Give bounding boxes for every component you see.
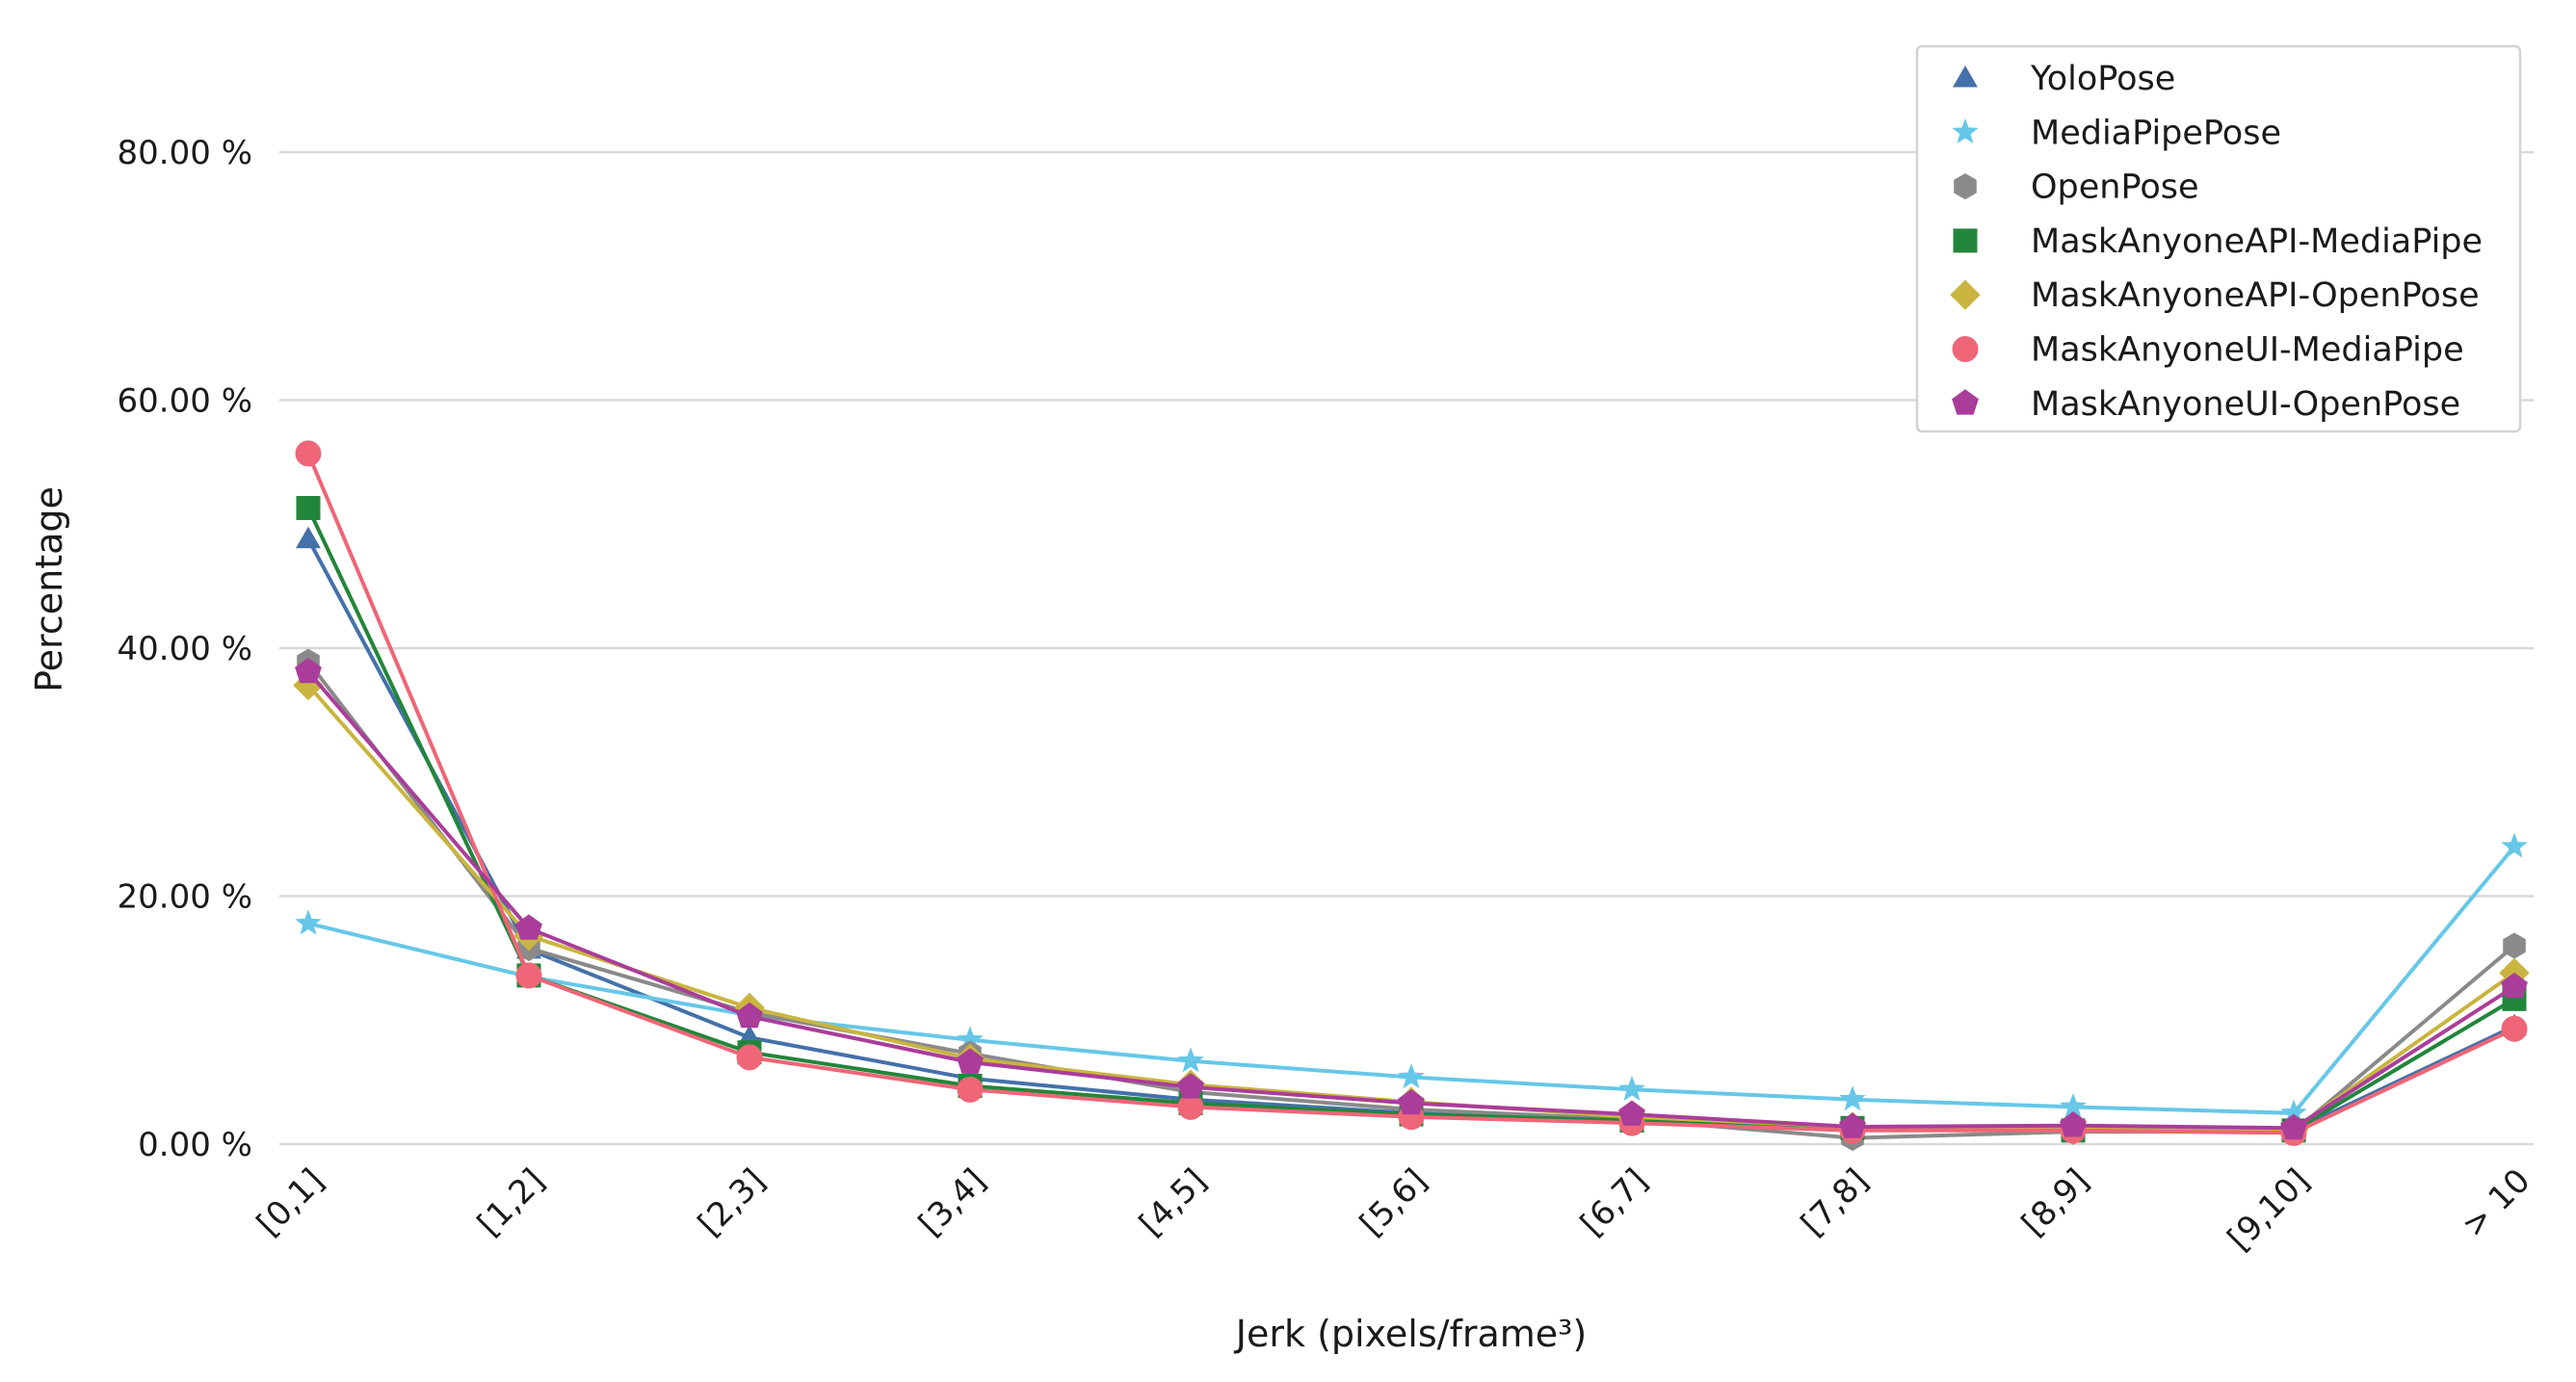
legend-label: MaskAnyoneAPI-MediaPipe xyxy=(2031,222,2483,261)
data-point-maskanyoneapi-mediapipe xyxy=(296,496,321,521)
data-point-maskanyoneui-openpose xyxy=(736,1002,763,1029)
data-point-maskanyoneui-openpose xyxy=(2280,1113,2307,1140)
x-tick-label: [8,9] xyxy=(2014,1161,2096,1243)
x-tick-label: [0,1] xyxy=(250,1161,331,1243)
legend-frame xyxy=(1915,44,2522,433)
data-point-maskanyoneui-openpose xyxy=(1177,1073,1204,1099)
data-point-maskanyoneui-openpose xyxy=(957,1048,984,1074)
series-yolopose xyxy=(296,526,2527,1140)
x-tick-label: [6,7] xyxy=(1573,1161,1655,1243)
legend: YoloPose MediaPipePose OpenPose MaskAnyoneA… xyxy=(1915,44,2522,433)
series-line-maskanyoneui-openpose xyxy=(306,670,2516,1131)
legend-item-maskanyoneapi-openpose: MaskAnyoneAPI-OpenPose xyxy=(1950,276,2480,315)
legend-label: MaskAnyoneUI-OpenPose xyxy=(2031,385,2460,424)
data-point-mediapipepose xyxy=(1839,1085,1866,1111)
y-tick-label: 80.00 % xyxy=(118,134,252,172)
legend-item-maskanyoneapi-mediapipe: MaskAnyoneAPI-MediaPipe xyxy=(1953,222,2483,261)
legend-marker-maskanyoneui-openpose xyxy=(1952,389,1979,415)
legend-label: OpenPose xyxy=(2031,169,2199,207)
legend-marker-yolopose xyxy=(1953,65,1978,88)
legend-item-mediapipepose: MediaPipePose xyxy=(1952,114,2281,152)
x-tick-label: [4,5] xyxy=(1132,1161,1214,1243)
data-point-maskanyoneui-mediapipe xyxy=(515,962,542,989)
data-point-maskanyoneui-mediapipe xyxy=(957,1076,984,1103)
legend-marker-openpose xyxy=(1954,173,1977,200)
legend-marker-maskanyoneui-mediapipe xyxy=(1952,336,1979,362)
x-tick-label: [3,4] xyxy=(911,1161,993,1243)
x-axis-title: Jerk (pixels/frame³) xyxy=(1234,1313,1587,1355)
legend-label: MediaPipePose xyxy=(2031,114,2281,152)
y-tick-label: 60.00 % xyxy=(118,382,252,421)
data-point-yolopose xyxy=(296,526,321,549)
x-axis-ticks: [0,1] [1,2] [2,3] [3,4] [4,5] [5,6] [6,7] [7,8]… xyxy=(250,1161,2537,1259)
x-tick-label: [7,8] xyxy=(1794,1161,1876,1243)
legend-label: MaskAnyoneUI-MediaPipe xyxy=(2031,331,2464,370)
series-group xyxy=(293,440,2530,1152)
legend-label: YoloPose xyxy=(2030,60,2175,98)
series-line-maskanyoneapi-openpose xyxy=(306,684,2516,1132)
y-tick-label: 20.00 % xyxy=(118,878,252,917)
data-point-mediapipepose xyxy=(295,909,322,935)
legend-item-maskanyoneui-openpose: MaskAnyoneUI-OpenPose xyxy=(1952,385,2460,424)
data-point-mediapipepose xyxy=(2501,832,2528,858)
data-point-maskanyoneui-mediapipe xyxy=(2501,1015,2528,1042)
x-tick-label: [1,2] xyxy=(470,1161,552,1243)
series-maskanyoneui-mediapipe xyxy=(295,440,2528,1146)
legend-item-yolopose: YoloPose xyxy=(1953,60,2175,98)
data-point-maskanyoneui-openpose xyxy=(515,914,542,940)
y-tick-label: 40.00 % xyxy=(118,630,252,668)
data-point-mediapipepose xyxy=(1398,1063,1425,1089)
legend-item-openpose: OpenPose xyxy=(1954,169,2199,207)
series-maskanyoneui-openpose xyxy=(295,657,2528,1140)
series-line-maskanyoneapi-mediapipe xyxy=(306,507,2516,1133)
x-tick-label: [5,6] xyxy=(1353,1161,1434,1243)
data-point-maskanyoneui-openpose xyxy=(1839,1112,1866,1138)
x-tick-label: [9,10] xyxy=(2221,1161,2318,1259)
legend-marker-mediapipepose xyxy=(1952,117,1979,143)
data-point-maskanyoneui-openpose xyxy=(295,657,322,684)
x-tick-label: [2,3] xyxy=(691,1161,773,1243)
y-tick-label: 0.00 % xyxy=(138,1126,252,1164)
legend-item-maskanyoneui-mediapipe: MaskAnyoneUI-MediaPipe xyxy=(1952,331,2464,370)
data-point-maskanyoneui-openpose xyxy=(1398,1088,1425,1115)
series-line-maskanyoneui-mediapipe xyxy=(306,453,2515,1135)
data-point-maskanyoneui-openpose xyxy=(2501,972,2528,999)
data-point-mediapipepose xyxy=(1177,1047,1204,1073)
series-maskanyoneapi-mediapipe xyxy=(296,496,2527,1143)
legend-label: MaskAnyoneAPI-OpenPose xyxy=(2031,276,2480,315)
data-point-maskanyoneui-mediapipe xyxy=(736,1044,763,1071)
y-axis-title: Percentage xyxy=(28,486,70,692)
y-axis-ticks: 0.00 % 20.00 % 40.00 % 60.00 % 80.00 % xyxy=(118,134,252,1164)
data-point-maskanyoneui-openpose xyxy=(1618,1100,1645,1126)
legend-marker-maskanyoneapi-openpose xyxy=(1950,279,1981,310)
data-point-maskanyoneui-openpose xyxy=(2060,1111,2087,1137)
legend-marker-maskanyoneapi-mediapipe xyxy=(1953,228,1978,253)
x-tick-label: > 10 xyxy=(2455,1161,2538,1245)
data-point-maskanyoneui-mediapipe xyxy=(295,440,322,467)
series-line-yolopose xyxy=(306,537,2515,1133)
data-point-mediapipepose xyxy=(1618,1075,1645,1102)
